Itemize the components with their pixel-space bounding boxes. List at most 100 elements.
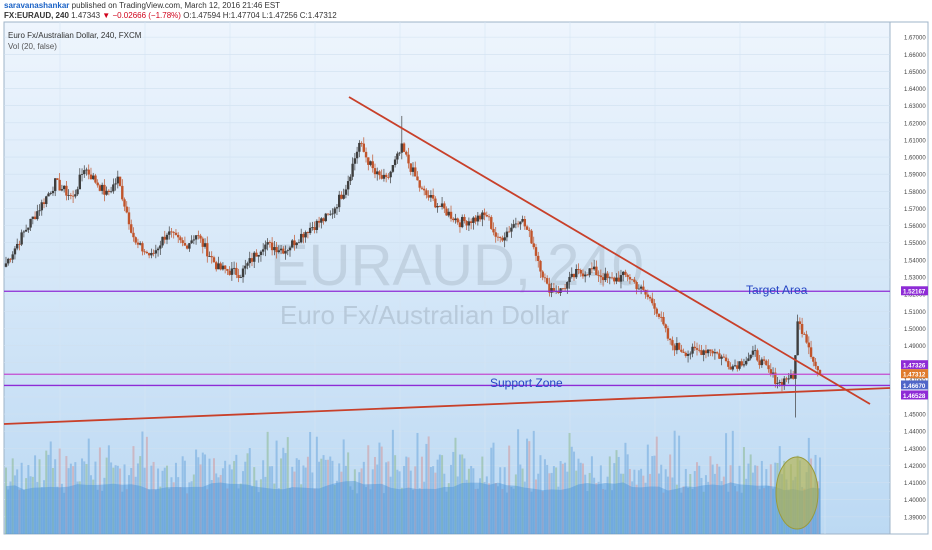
candle-body <box>373 168 377 175</box>
volume-bar <box>143 467 146 534</box>
candle-body <box>29 218 32 228</box>
volume-bar <box>320 458 323 534</box>
candle-body <box>722 356 726 358</box>
candle-body <box>94 175 97 183</box>
candle-body <box>190 240 193 244</box>
candle-body <box>751 350 755 355</box>
ascending-support-trendline[interactable] <box>3 387 891 425</box>
candle-body <box>400 143 404 153</box>
volume-bar <box>740 492 743 534</box>
candle-body <box>206 243 209 257</box>
price-chart[interactable]: EURAUD, 240 Euro Fx/Australian Dollar Eu… <box>0 20 932 550</box>
volume-bar <box>11 458 14 534</box>
candle-body <box>20 232 23 245</box>
grid-lines <box>4 22 890 534</box>
volume-bar <box>139 456 142 534</box>
volume-highlight-ellipse <box>775 456 819 530</box>
volume-bar <box>266 431 269 534</box>
volume-bar <box>698 465 701 534</box>
volume-bar <box>637 470 640 534</box>
candle-body <box>344 189 348 195</box>
candle-body <box>532 243 535 248</box>
descending-trendline[interactable] <box>348 96 871 405</box>
candle-body <box>769 369 773 374</box>
candle-body <box>416 176 419 181</box>
candle-body <box>673 345 676 351</box>
volume-bar <box>425 443 428 534</box>
candle-body <box>642 286 645 290</box>
candle-body <box>246 263 249 266</box>
volume-bar <box>74 462 77 534</box>
volume-bar <box>577 458 580 534</box>
volume-bar <box>289 487 292 534</box>
candle-body <box>789 373 793 379</box>
volume-bar <box>581 463 584 534</box>
volume-bar <box>83 461 86 534</box>
candle-body <box>525 226 529 230</box>
candle-body <box>244 265 247 269</box>
candle-body <box>713 352 717 354</box>
candle-body <box>637 288 641 290</box>
candle-body <box>241 268 245 278</box>
volume-bar <box>199 464 202 534</box>
candle-body <box>338 194 341 208</box>
candle-body <box>731 366 734 370</box>
candle-body <box>145 251 149 254</box>
candle-body <box>816 366 819 371</box>
candle-body <box>179 237 182 241</box>
candle-body <box>409 163 412 172</box>
candle-body <box>566 282 569 289</box>
support-zone-label: Support Zone <box>490 376 563 390</box>
volume-bar <box>414 466 417 534</box>
volume-bar <box>400 487 403 534</box>
volume-bar <box>338 463 341 534</box>
volume-bar <box>767 485 770 534</box>
volume-bar <box>669 454 672 534</box>
candle-body <box>447 211 450 216</box>
candle-body <box>255 252 258 257</box>
volume-bar <box>264 476 267 534</box>
candle-body <box>38 210 41 212</box>
candle-body <box>134 237 137 243</box>
candle-body <box>329 213 332 215</box>
candle-body <box>680 349 683 352</box>
candle-body <box>152 252 155 254</box>
candle-body <box>628 276 632 280</box>
candle-body <box>624 271 627 275</box>
candle-body <box>783 378 786 387</box>
volume-bar <box>72 466 75 534</box>
volume-bar <box>675 484 678 534</box>
candle-body <box>4 263 8 267</box>
candle-body <box>293 240 296 246</box>
candle-body <box>727 361 730 367</box>
author-link[interactable]: saravanashankar <box>4 1 70 10</box>
volume-bar <box>763 488 766 534</box>
candle-body <box>545 278 549 284</box>
candle-body <box>639 286 643 289</box>
volume-bar <box>633 469 636 534</box>
volume-bar <box>306 456 309 534</box>
candle-body <box>807 342 811 348</box>
candle-body <box>738 361 741 369</box>
volume-bar <box>34 455 37 534</box>
candle-body <box>765 360 768 366</box>
volume-bar <box>365 487 368 534</box>
y-tick-label: 1.53000 <box>904 276 926 282</box>
volume-bar <box>210 480 213 534</box>
volume-bar <box>188 482 191 534</box>
volume-bar <box>704 475 707 534</box>
volume-bar <box>476 488 479 534</box>
candle-body <box>264 244 267 250</box>
volume-bar <box>559 461 562 534</box>
volume-bar <box>454 437 457 534</box>
target-price-label-bg <box>901 286 928 296</box>
volume-bar <box>150 465 153 534</box>
candle-body <box>183 243 187 246</box>
candle-body <box>378 171 381 176</box>
volume-bar <box>505 492 508 534</box>
volume-bar <box>624 442 627 534</box>
candle-body <box>463 216 466 222</box>
volume-bar <box>20 462 23 534</box>
low-value: L:1.47256 <box>261 11 298 20</box>
candle-body <box>478 215 482 220</box>
